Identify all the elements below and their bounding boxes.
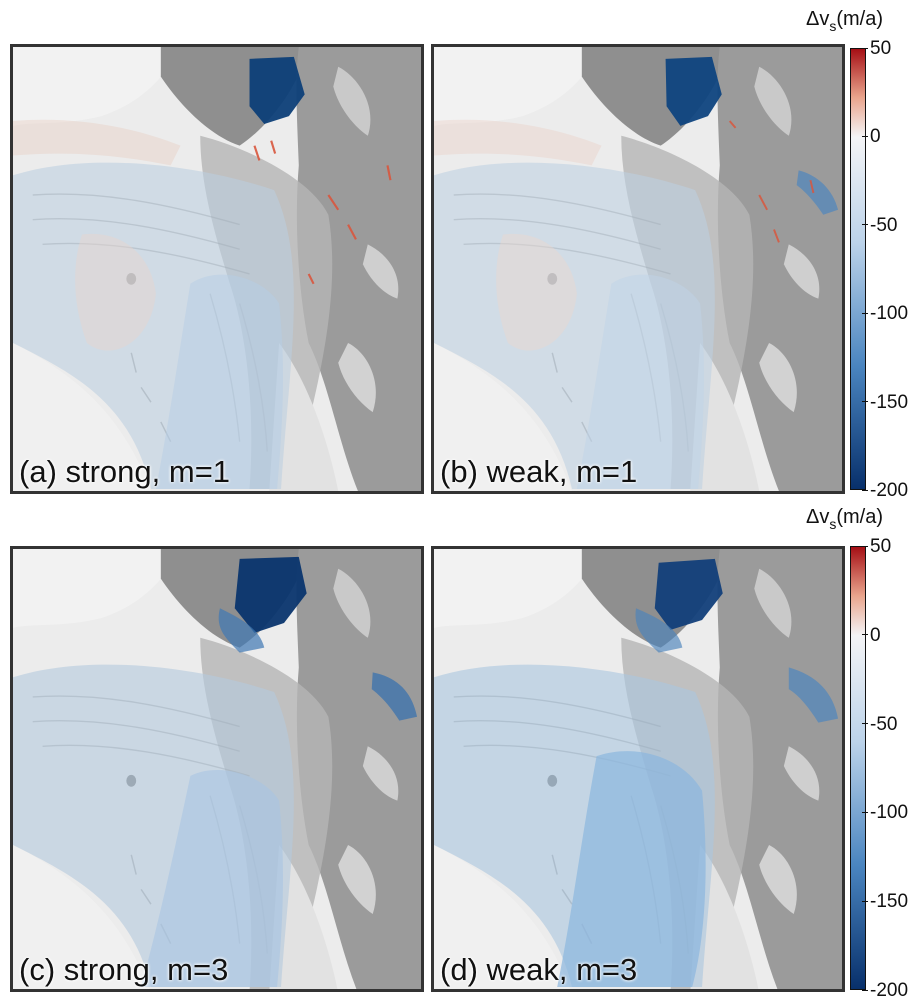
colorbar-tick-label: -200 [870, 980, 909, 1001]
colorbar-tick-mark [862, 900, 868, 902]
panel-d: (d) weak, m=3 [431, 546, 845, 992]
panel-label-d: (d) weak, m=3 [440, 952, 638, 987]
colorbar-tick-label: 0 [870, 624, 881, 646]
colorbar-tick-mark [862, 723, 868, 725]
colorbar-top [850, 48, 866, 490]
colorbar-tick-mark [862, 47, 868, 49]
colorbar-tick-mark [862, 489, 868, 491]
colorbar-tick-mark [862, 811, 868, 813]
colorbar-tick-label: -200 [870, 480, 909, 501]
panel-label-b: (b) weak, m=1 [440, 454, 638, 489]
colorbar-tick-mark [862, 224, 868, 226]
colorbar-tick-label: -150 [870, 891, 909, 913]
colorbar-title-top: Δvs(m/a) [806, 8, 884, 34]
velocity-change-map-d [434, 549, 842, 989]
colorbar-bottom [850, 546, 866, 990]
colorbar-tick-mark [862, 989, 868, 991]
colorbar-tick-mark [862, 634, 868, 636]
colorbar-title-unit: (m/a) [836, 506, 884, 528]
velocity-change-map-b [434, 47, 842, 491]
panel-a: (a) strong, m=1 [10, 44, 424, 494]
colorbar-title-main: Δv [806, 8, 830, 30]
colorbar-title-sub: s [829, 516, 837, 532]
colorbar-title-main: Δv [806, 506, 830, 528]
velocity-change-map-c [13, 549, 421, 989]
colorbar-title-bottom: Δvs(m/a) [806, 506, 884, 532]
velocity-change-map-a [13, 47, 421, 491]
colorbar-tick-mark [862, 135, 868, 137]
panel-b: (b) weak, m=1 [431, 44, 845, 494]
colorbar-tick-label: 50 [870, 38, 892, 59]
colorbar-tick-label: 50 [870, 536, 892, 557]
colorbar-tick-mark [862, 312, 868, 314]
panel-label-a: (a) strong, m=1 [19, 454, 231, 489]
colorbar-tick-mark [862, 401, 868, 403]
panel-c: (c) strong, m=3 [10, 546, 424, 992]
colorbar-tick-label: 0 [870, 126, 881, 148]
colorbar-tick-label: -150 [870, 391, 909, 413]
colorbar-tick-label: -100 [870, 303, 909, 325]
colorbar-tick-label: -100 [870, 802, 909, 824]
colorbar-tick-label: -50 [870, 713, 898, 735]
colorbar-title-unit: (m/a) [836, 8, 884, 30]
colorbar-tick-mark [862, 545, 868, 547]
colorbar-tick-label: -50 [870, 214, 898, 236]
panel-label-c: (c) strong, m=3 [19, 952, 229, 987]
colorbar-title-sub: s [829, 18, 837, 34]
